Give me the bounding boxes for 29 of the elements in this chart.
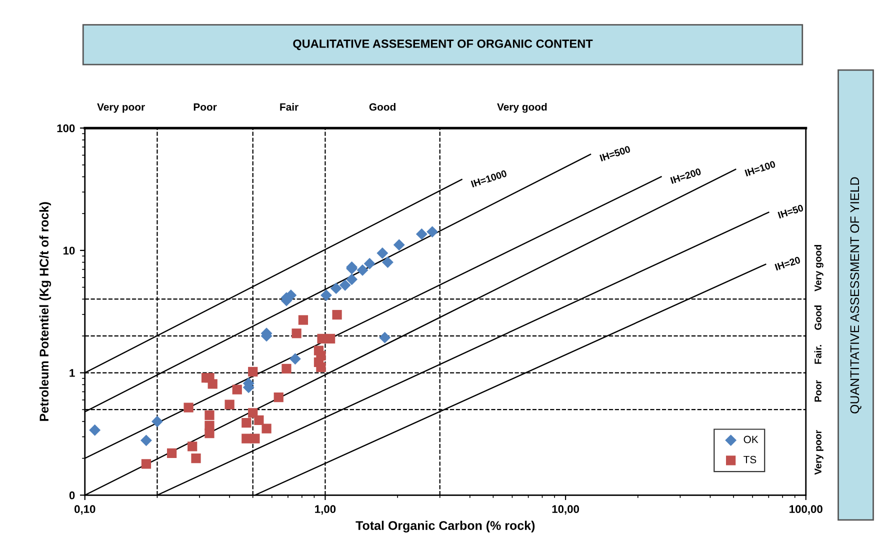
text: Very poor (814, 430, 824, 475)
x-tick-label: 100,00 (790, 505, 822, 515)
x-tick-label: 10,00 (552, 505, 579, 515)
text: Good (369, 103, 396, 111)
text: Fair (280, 103, 298, 111)
text: Very good (497, 102, 547, 113)
chart-title: QUALITATIVE ASSESEMENT OF ORGANIC CONTENT (293, 40, 593, 50)
text: IH=20 (774, 256, 801, 271)
text: IH=50 (778, 204, 804, 219)
legend-label: OK (744, 436, 758, 444)
legend-label: TS (744, 456, 756, 464)
y-tick-label: 100 (57, 124, 75, 132)
text: Poor (194, 103, 217, 111)
text: IH=200 (670, 168, 702, 184)
text: Fair. (814, 345, 822, 364)
y-axis-title: Petroleum Potentiel (Kg HC/t of rock) (39, 202, 52, 421)
text: Poor (814, 380, 822, 402)
y-tick-label: 0 (69, 491, 75, 500)
text: IH=100 (744, 160, 776, 176)
text: QUANTITATIVE ASSESSMENT OF YIELD (850, 177, 862, 414)
text: Very poor (97, 103, 145, 113)
text: IH=500 (600, 146, 631, 162)
text: Very good (814, 245, 824, 292)
x-tick-label: 1,00 (315, 505, 336, 515)
y-tick-label: 10 (63, 246, 75, 255)
x-axis-title: Total Organic Carbon (% rock) (356, 520, 535, 532)
text: Good (814, 305, 822, 330)
x-tick-label: 0,10 (74, 505, 96, 515)
y-tick-label: 1 (70, 369, 75, 377)
